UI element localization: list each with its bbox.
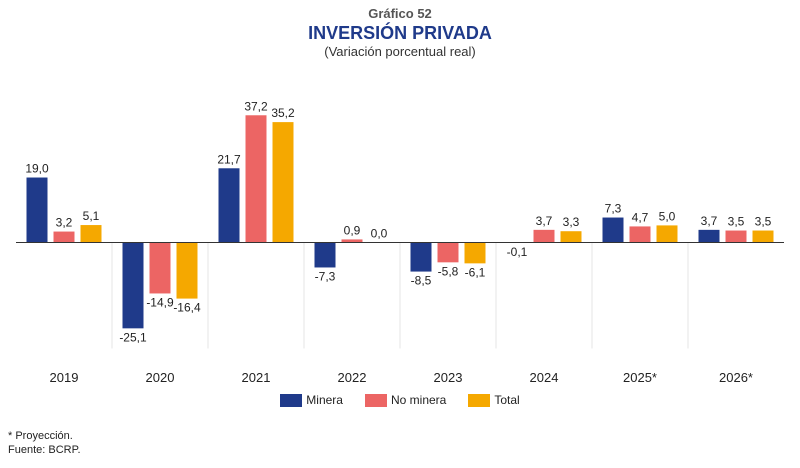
bar-total [752,230,774,243]
bar-minera [698,229,720,243]
bar-chart: 19,0 3,2 5,1 2019 -25,1 -14,9 -16,4 2020 21,7 37,… [16,99,784,385]
data-label: -6,1 [465,265,486,279]
legend-label-minera: Minera [306,393,343,407]
bar-no-minera [149,242,171,294]
legend-swatch-total [468,393,491,407]
data-label: 3,5 [755,215,772,229]
bar-total [464,242,486,264]
footnote-source: Fuente: BCRP. [8,444,81,456]
bar-total [80,225,102,243]
legend-swatch-minera [280,393,303,407]
chart-number: Gráfico 52 [368,6,432,21]
footnotes: * Proyección. Fuente: BCRP. [8,429,81,457]
x-tick-label: 2021 [242,370,271,385]
x-tick-label: 2020 [146,370,175,385]
bar-minera [26,177,48,243]
data-label: -25,1 [119,330,147,344]
legend-label-no-minera: No minera [390,393,447,407]
bar-minera [410,242,432,272]
data-label: 5,0 [659,209,676,223]
data-label: 21,7 [217,152,241,166]
legend-item-minera: Minera [280,393,343,407]
data-label: 4,7 [632,210,649,224]
data-label: 0,9 [344,223,361,237]
bar-total [656,225,678,243]
bar-no-minera [245,115,267,243]
data-label: 37,2 [244,99,268,113]
chart-subtitle: (Variación porcentual real) [324,44,476,59]
legend-label-total: Total [494,393,520,407]
bar-no-minera [437,242,459,263]
data-label: -14,9 [146,295,174,309]
bar-no-minera [341,239,363,243]
data-label: 0,0 [371,227,388,241]
data-label: 3,7 [536,214,553,228]
data-label: 3,2 [56,216,73,230]
x-tick-label: 2024 [530,370,559,385]
x-tick-label: 2019 [50,370,79,385]
bar-minera [122,242,144,329]
data-label: 3,7 [701,214,718,228]
x-tick-label: 2025* [623,370,657,385]
data-label: -0,1 [507,245,528,259]
data-label: -16,4 [173,301,201,315]
data-label: -8,5 [411,274,432,288]
legend-item-total: Total [468,393,520,407]
data-label: 19,0 [25,162,49,176]
legend-swatch-no-minera [364,393,387,407]
bar-no-minera [53,231,75,243]
data-label: 35,2 [271,106,295,120]
data-label: 5,1 [83,209,100,223]
footnote-projection: * Proyección. [8,430,73,442]
bar-total [560,231,582,243]
legend: Minera No minera Total [0,393,800,407]
bar-minera [314,242,336,268]
bar-minera [602,217,624,243]
bar-no-minera [725,230,747,243]
chart-header: Gráfico 52 INVERSIÓN PRIVADA (Variación … [0,6,800,60]
bar-no-minera [533,229,555,243]
data-label: 7,3 [605,202,622,216]
data-label: 3,5 [728,215,745,229]
bar-total [176,242,198,299]
data-label: -7,3 [315,269,336,283]
legend-item-no-minera: No minera [364,393,447,407]
x-tick-label: 2026* [719,370,753,385]
data-label: 3,3 [563,215,580,229]
bar-no-minera [629,226,651,243]
x-tick-label: 2022 [338,370,367,385]
x-tick-label: 2023 [434,370,463,385]
bar-minera [218,168,240,243]
chart-title: INVERSIÓN PRIVADA [308,23,492,43]
bar-total [272,122,294,243]
data-label: -5,8 [438,264,459,278]
